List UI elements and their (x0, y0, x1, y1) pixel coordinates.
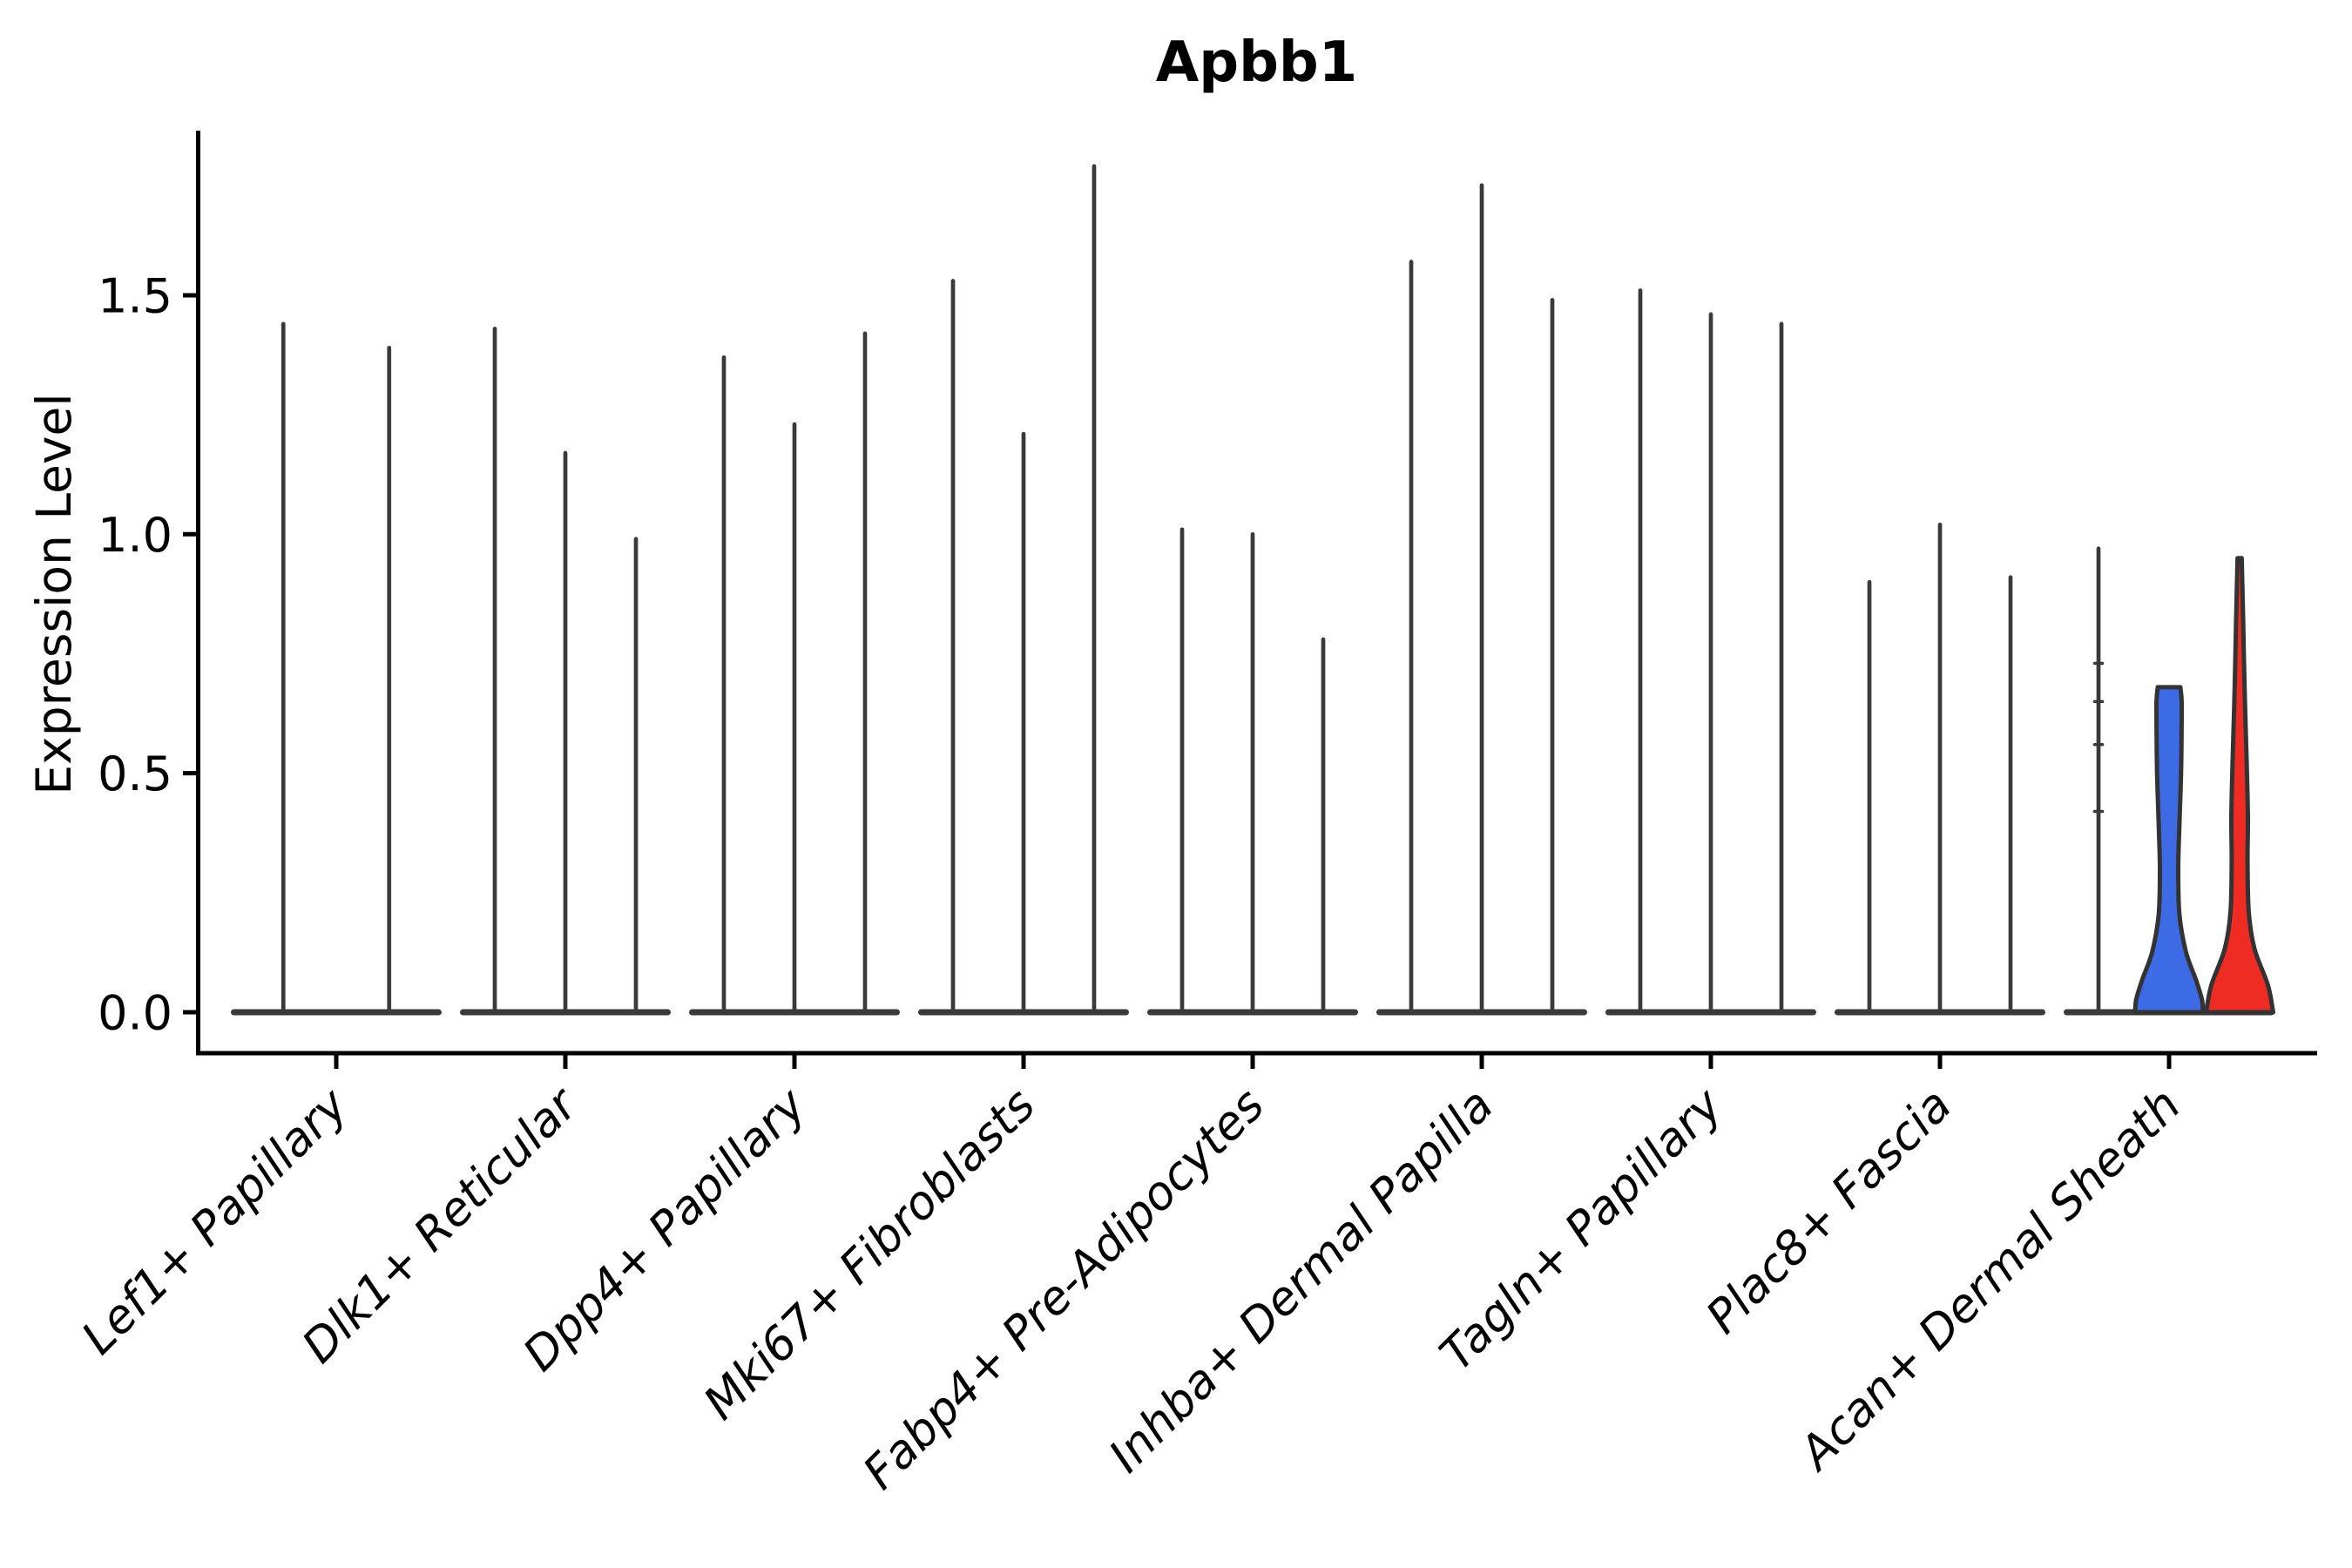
chart-title: Apbb1 (1155, 30, 1358, 95)
y-tick-label: 0.0 (98, 986, 172, 1041)
category-label: Acan+ Dermal Sheath (1788, 1078, 2192, 1482)
category-label: Fabp4+ Pre-Adipocytes (854, 1078, 1275, 1500)
y-axis-title: Expression Level (26, 393, 82, 795)
violin-filled (2204, 556, 2275, 1015)
y-tick-label: 0.5 (98, 747, 172, 801)
y-tick-label: 1.5 (98, 268, 172, 323)
category-label: Plac8+ Fascia (1696, 1078, 1962, 1344)
category-label: Inhba+ Dermal Papilla (1099, 1078, 1504, 1483)
y-tick-label: 1.0 (98, 508, 172, 563)
violin-filled (2132, 685, 2206, 1015)
